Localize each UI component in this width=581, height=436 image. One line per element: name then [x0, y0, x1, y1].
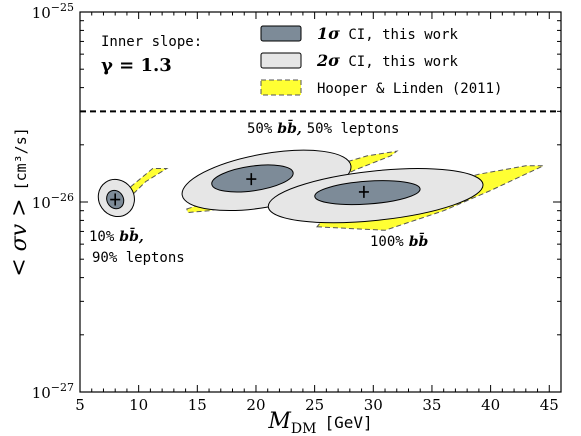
- y-axis-label-unit: [cm³/s]: [12, 127, 30, 190]
- x-tick-label: 30: [364, 396, 383, 414]
- x-tick-label: 15: [188, 396, 207, 414]
- x-tick-label: 40: [481, 396, 500, 414]
- best-fit-point-1: [246, 173, 257, 186]
- x-axis-label-main: M: [267, 409, 291, 434]
- inner-slope-value: γ = 1.3: [101, 55, 172, 76]
- annotation-100pct-bb: 100% bb̄: [370, 231, 429, 250]
- x-tick-label: 35: [422, 396, 441, 414]
- annotation-50pct-bb: 50% bb̄, 50% leptons: [247, 118, 399, 137]
- legend: 1σ CI, this work 2σ CI, this work Hooper &…: [260, 24, 502, 97]
- annotation-50pct-bb-label: bb̄,: [277, 118, 301, 137]
- best-fit-point-0: [110, 193, 121, 206]
- y-tick-label: 10−25: [32, 1, 74, 22]
- annotation-50pct-rest: 50% leptons: [307, 121, 400, 137]
- x-axis-label-sub: DM: [291, 421, 317, 436]
- legend-label-2: Hooper & Linden (2011): [317, 81, 502, 97]
- y-axis-label-main: < σv >: [7, 198, 32, 276]
- plot-content: [80, 110, 561, 231]
- x-axis-label: MDM [GeV]: [267, 409, 372, 436]
- annotation-10pct-pct: 10%: [89, 229, 115, 245]
- best-fit-point-2: [358, 185, 369, 198]
- y-tick-label: 10−26: [32, 191, 74, 212]
- x-tick-label: 20: [246, 396, 265, 414]
- axis-ticks: 5 10 15 20 25 30 35 40 45 10−27 10−26 10−25: [32, 1, 561, 414]
- annotation-100pct-pct: 100%: [370, 234, 404, 250]
- legend-swatch-1: [260, 52, 302, 69]
- x-axis-label-unit: [GeV]: [324, 413, 372, 432]
- y-tick-label: 10−27: [32, 381, 74, 402]
- x-tick-label: 5: [75, 396, 85, 414]
- annotation-100pct-bb-label: bb̄: [409, 231, 429, 250]
- legend-label-1: 2σ CI, this work: [316, 51, 459, 70]
- legend-swatch-0: [260, 25, 302, 42]
- channel-annotations: 10% bb̄, 90% leptons 50% bb̄, 50% leptons 1…: [89, 118, 429, 266]
- annotation-50pct-pct: 50%: [247, 121, 273, 137]
- x-tick-label: 25: [305, 396, 324, 414]
- annotation-10pct-bb: 10% bb̄,: [89, 226, 144, 245]
- inner-slope-title: Inner slope:: [101, 34, 202, 50]
- x-tick-label: 10: [129, 396, 148, 414]
- legend-swatch-2: [260, 79, 302, 96]
- x-tick-label: 45: [540, 396, 559, 414]
- annotation-10pct-rest: 90% leptons: [92, 250, 185, 266]
- y-axis-label: < σv > [cm³/s]: [7, 127, 32, 277]
- annotation-10pct-bb-label: bb̄,: [119, 226, 143, 245]
- legend-label-0: 1σ CI, this work: [317, 24, 459, 43]
